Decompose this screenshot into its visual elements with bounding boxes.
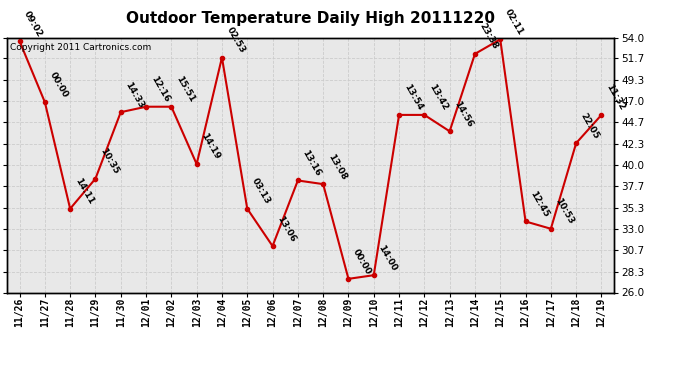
Text: 14:56: 14:56 (453, 99, 475, 129)
Text: 14:19: 14:19 (199, 132, 221, 161)
Text: 02:11: 02:11 (503, 8, 525, 36)
Text: 10:53: 10:53 (553, 197, 575, 226)
Text: 11:32: 11:32 (604, 83, 627, 112)
Text: 09:02: 09:02 (22, 9, 44, 38)
Text: 02:53: 02:53 (225, 26, 247, 55)
Text: 13:16: 13:16 (301, 148, 323, 178)
Text: Copyright 2011 Cartronics.com: Copyright 2011 Cartronics.com (10, 43, 151, 52)
Text: 10:35: 10:35 (98, 147, 120, 176)
Text: 00:00: 00:00 (48, 70, 70, 99)
Text: 13:08: 13:08 (326, 152, 348, 182)
Text: 14:33: 14:33 (124, 80, 146, 110)
Text: 12:45: 12:45 (529, 189, 551, 219)
Text: 23:38: 23:38 (477, 22, 500, 51)
Text: Outdoor Temperature Daily High 20111220: Outdoor Temperature Daily High 20111220 (126, 11, 495, 26)
Text: 13:06: 13:06 (275, 214, 297, 243)
Text: 13:42: 13:42 (427, 83, 449, 112)
Text: 12:16: 12:16 (149, 75, 171, 104)
Text: 14:11: 14:11 (73, 177, 95, 206)
Text: 14:00: 14:00 (377, 243, 399, 272)
Text: 13:54: 13:54 (402, 83, 424, 112)
Text: 03:13: 03:13 (250, 177, 272, 206)
Text: 22:05: 22:05 (579, 111, 601, 140)
Text: 00:00: 00:00 (351, 247, 373, 276)
Text: 15:51: 15:51 (174, 75, 196, 104)
